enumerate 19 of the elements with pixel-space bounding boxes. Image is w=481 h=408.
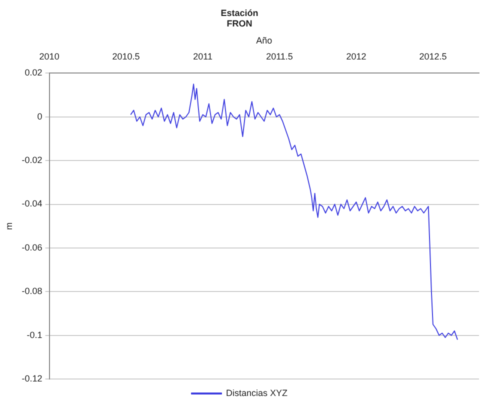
- y-tick-label: -0.12: [22, 373, 42, 384]
- y-axis-title: m: [4, 222, 14, 230]
- legend-label: Distancias XYZ: [226, 388, 288, 398]
- x-tick-label: 2012.5: [419, 51, 447, 62]
- x-tick-label: 2010: [39, 51, 60, 62]
- y-tick-label: -0.1: [26, 330, 42, 340]
- y-tick-label: 0.02: [24, 68, 42, 78]
- x-tick-label: 2012: [346, 51, 366, 62]
- x-tick-label: 2011: [193, 51, 212, 62]
- y-tick-label: -0.06: [22, 242, 42, 252]
- y-tick-label: -0.08: [22, 286, 42, 296]
- y-tick-label: -0.04: [22, 198, 42, 209]
- y-tick-label: -0.02: [22, 155, 42, 166]
- x-tick-label: 2010.5: [112, 51, 140, 62]
- x-tick-label: 2011.5: [266, 51, 293, 62]
- x-axis-title: Año: [256, 35, 272, 46]
- chart-subtitle: FRON: [226, 18, 252, 29]
- chart-title: Estación: [220, 8, 258, 18]
- y-tick-label: 0: [37, 111, 42, 122]
